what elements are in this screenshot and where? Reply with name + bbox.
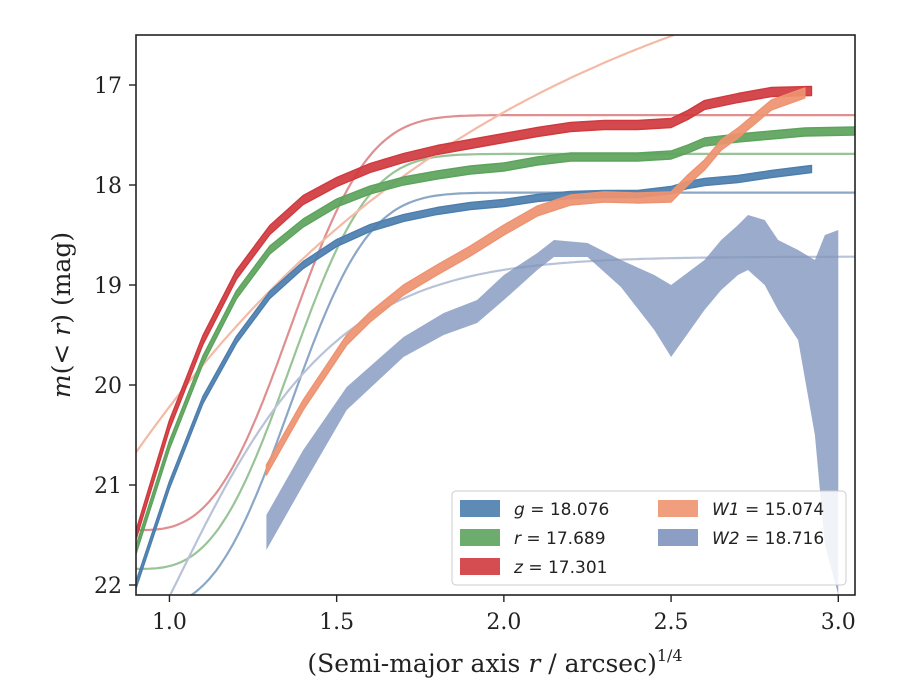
y-tick-label: 17 [94, 74, 122, 99]
model-curve-w1 [136, 35, 678, 454]
model-curve-r [136, 152, 855, 570]
legend-box [451, 490, 847, 586]
band-w2 [266, 215, 839, 595]
legend: g = 18.076 r = 17.689 z = 17.301 W1 = 15.07… [451, 490, 847, 586]
x-tick-label: 3.0 [821, 610, 856, 635]
legend-swatch-w2 [658, 529, 698, 546]
profile-band-r [136, 126, 855, 555]
x-tick-label: 1.5 [319, 610, 354, 635]
y-tick-label: 20 [94, 374, 122, 399]
legend-label-g: g = 18.076 [514, 500, 609, 520]
legend-swatch-w1 [658, 500, 698, 517]
y-tick-label: 22 [94, 574, 122, 599]
x-tick-label: 1.0 [152, 610, 187, 635]
legend-swatch-z [460, 558, 500, 575]
legend-label-z: z = 17.301 [513, 558, 607, 578]
x-tick-label: 2.0 [486, 610, 521, 635]
legend-swatch-g [460, 500, 500, 517]
profile-band-g [136, 164, 813, 590]
legend-label-w2: W2 = 18.716 [712, 529, 824, 549]
y-tick-label: 19 [94, 274, 122, 299]
y-axis-label: m(< r) (mag) [47, 232, 76, 398]
tick-group: 1.0 1.5 2.0 2.5 3.0 17 18 19 20 21 22 [94, 74, 856, 635]
legend-label-r: r = 17.689 [514, 529, 606, 549]
legend-swatch-r [460, 529, 500, 546]
profile-band-w1 [265, 87, 806, 476]
model-curve-z [136, 114, 855, 532]
legend-label-w1: W1 = 15.074 [712, 500, 824, 520]
y-tick-label: 18 [94, 174, 122, 199]
axes-frame [135, 34, 856, 596]
x-axis-label: (Semi-major axis r / arcsec)1/4 [307, 646, 682, 678]
profile-band-z [136, 85, 813, 541]
plot-area [136, 35, 855, 595]
y-tick-label: 21 [94, 474, 122, 499]
model-curve-g [189, 191, 855, 595]
x-tick-label: 2.5 [654, 610, 689, 635]
